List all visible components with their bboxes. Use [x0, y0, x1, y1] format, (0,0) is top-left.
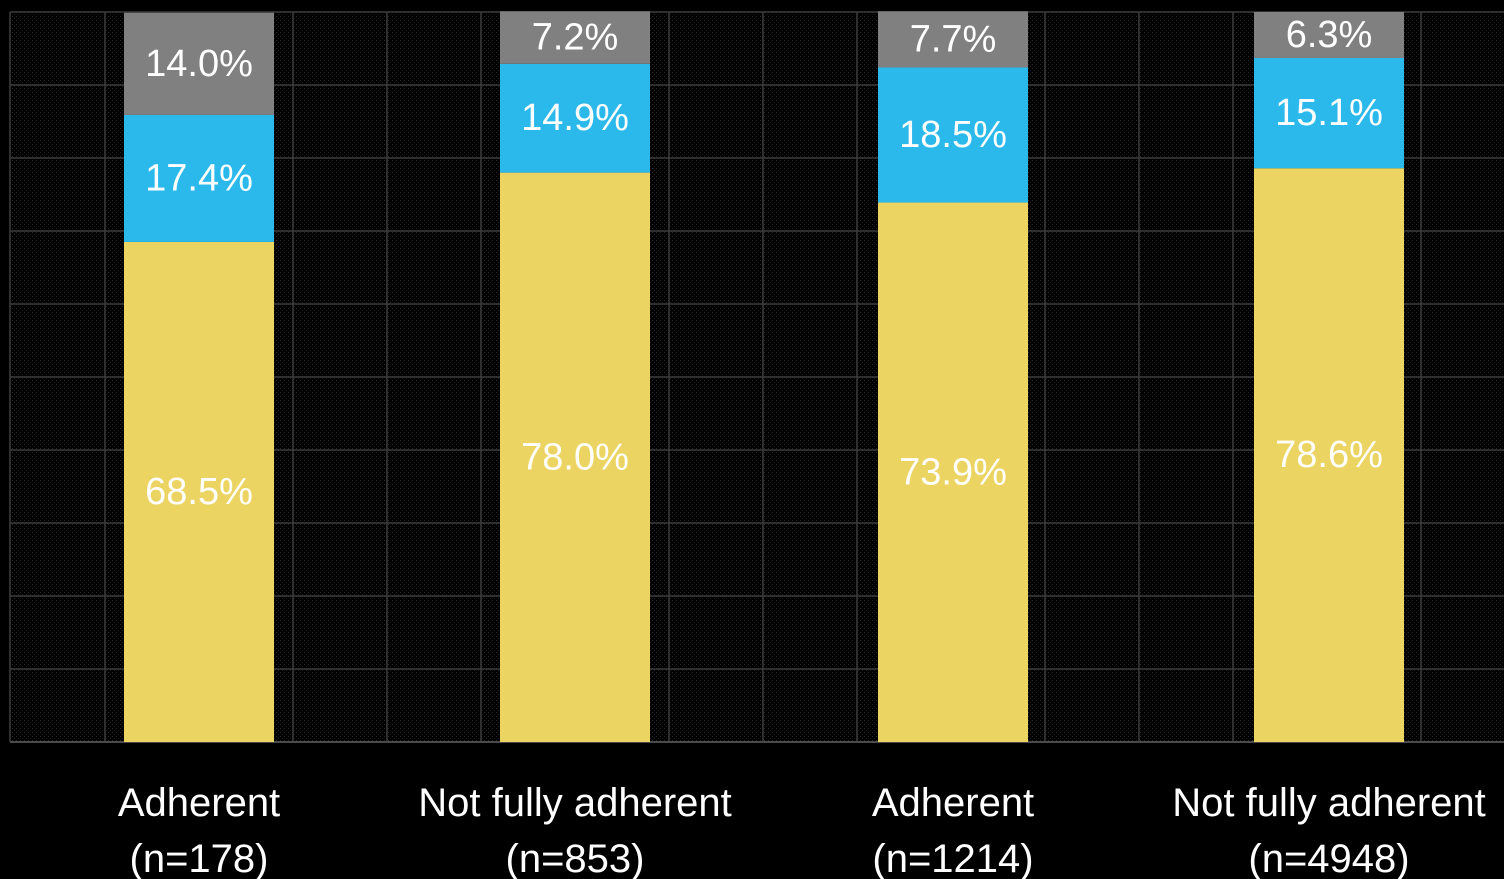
data-label: 68.5% — [145, 471, 253, 513]
bar-segment — [500, 172, 650, 743]
bar-segment — [500, 63, 650, 173]
category-sublabel: (n=4948) — [1248, 837, 1409, 879]
bar-segment — [1254, 12, 1404, 58]
category-label: Not fully adherent — [418, 781, 732, 825]
bar-segment — [124, 12, 274, 115]
bar-segment — [1254, 57, 1404, 169]
data-label: 78.0% — [521, 436, 629, 478]
data-label: 7.7% — [910, 18, 997, 60]
bar-segment — [878, 11, 1028, 68]
category-label: Adherent — [872, 781, 1034, 825]
bar-segment — [124, 241, 274, 742]
data-label: 14.0% — [145, 43, 253, 85]
data-label: 14.9% — [521, 97, 629, 139]
data-label: 18.5% — [899, 114, 1007, 156]
bar-segment — [878, 67, 1028, 203]
data-label: 78.6% — [1275, 434, 1383, 476]
bar-segment — [878, 202, 1028, 742]
category-label: Adherent — [118, 781, 280, 825]
bar-segment — [1254, 168, 1404, 743]
bar-segment — [124, 114, 274, 242]
category-label: Not fully adherent — [1172, 781, 1486, 825]
data-label: 73.9% — [899, 451, 1007, 493]
category-sublabel: (n=178) — [130, 837, 269, 879]
data-label: 6.3% — [1286, 14, 1373, 56]
data-label: 15.1% — [1275, 92, 1383, 134]
category-sublabel: (n=853) — [506, 837, 645, 879]
data-label: 7.2% — [532, 17, 619, 59]
category-sublabel: (n=1214) — [872, 837, 1033, 879]
data-label: 17.4% — [145, 157, 253, 199]
category-axis: Adherent (n=178) Not fully adherent (n=853)… — [118, 781, 1486, 879]
bar-segment — [500, 11, 650, 64]
bars: 68.5% 17.4% 14.0% 78.0% 14.9% 7.2% 73.9% 18.5% 7… — [124, 11, 1404, 743]
